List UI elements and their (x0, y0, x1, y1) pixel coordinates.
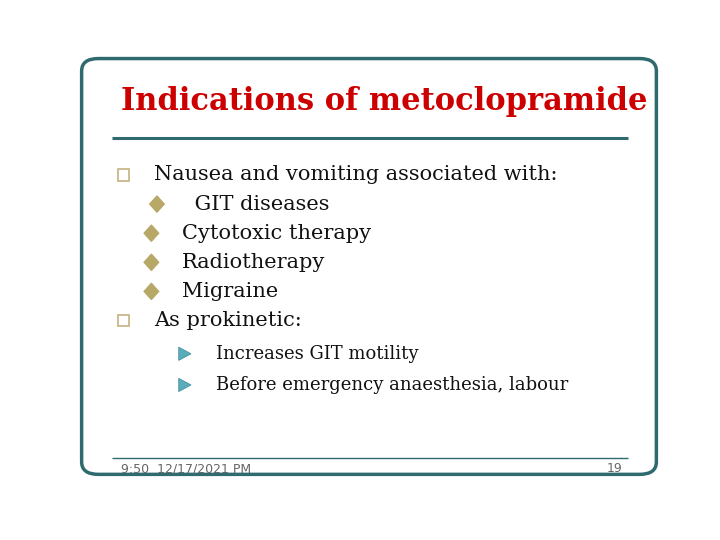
Polygon shape (179, 379, 191, 392)
Text: 9:50  12/17/2021 PM: 9:50 12/17/2021 PM (121, 462, 251, 475)
Polygon shape (144, 254, 158, 271)
Polygon shape (144, 225, 158, 241)
Text: Increases GIT motility: Increases GIT motility (215, 345, 418, 363)
Text: As prokinetic:: As prokinetic: (154, 311, 302, 330)
Text: Migraine: Migraine (182, 282, 279, 301)
Text: Cytotoxic therapy: Cytotoxic therapy (182, 224, 372, 242)
Text: Indications of metoclopramide: Indications of metoclopramide (121, 86, 647, 117)
Text: Nausea and vomiting associated with:: Nausea and vomiting associated with: (154, 165, 558, 185)
Text: 19: 19 (607, 462, 623, 475)
Text: Radiotherapy: Radiotherapy (182, 253, 325, 272)
Text: GIT diseases: GIT diseases (188, 194, 329, 214)
Polygon shape (179, 347, 191, 360)
FancyBboxPatch shape (119, 315, 128, 326)
FancyBboxPatch shape (119, 169, 128, 181)
Text: Before emergency anaesthesia, labour: Before emergency anaesthesia, labour (215, 376, 568, 394)
FancyBboxPatch shape (81, 58, 657, 474)
Polygon shape (144, 284, 158, 300)
Polygon shape (150, 196, 164, 212)
